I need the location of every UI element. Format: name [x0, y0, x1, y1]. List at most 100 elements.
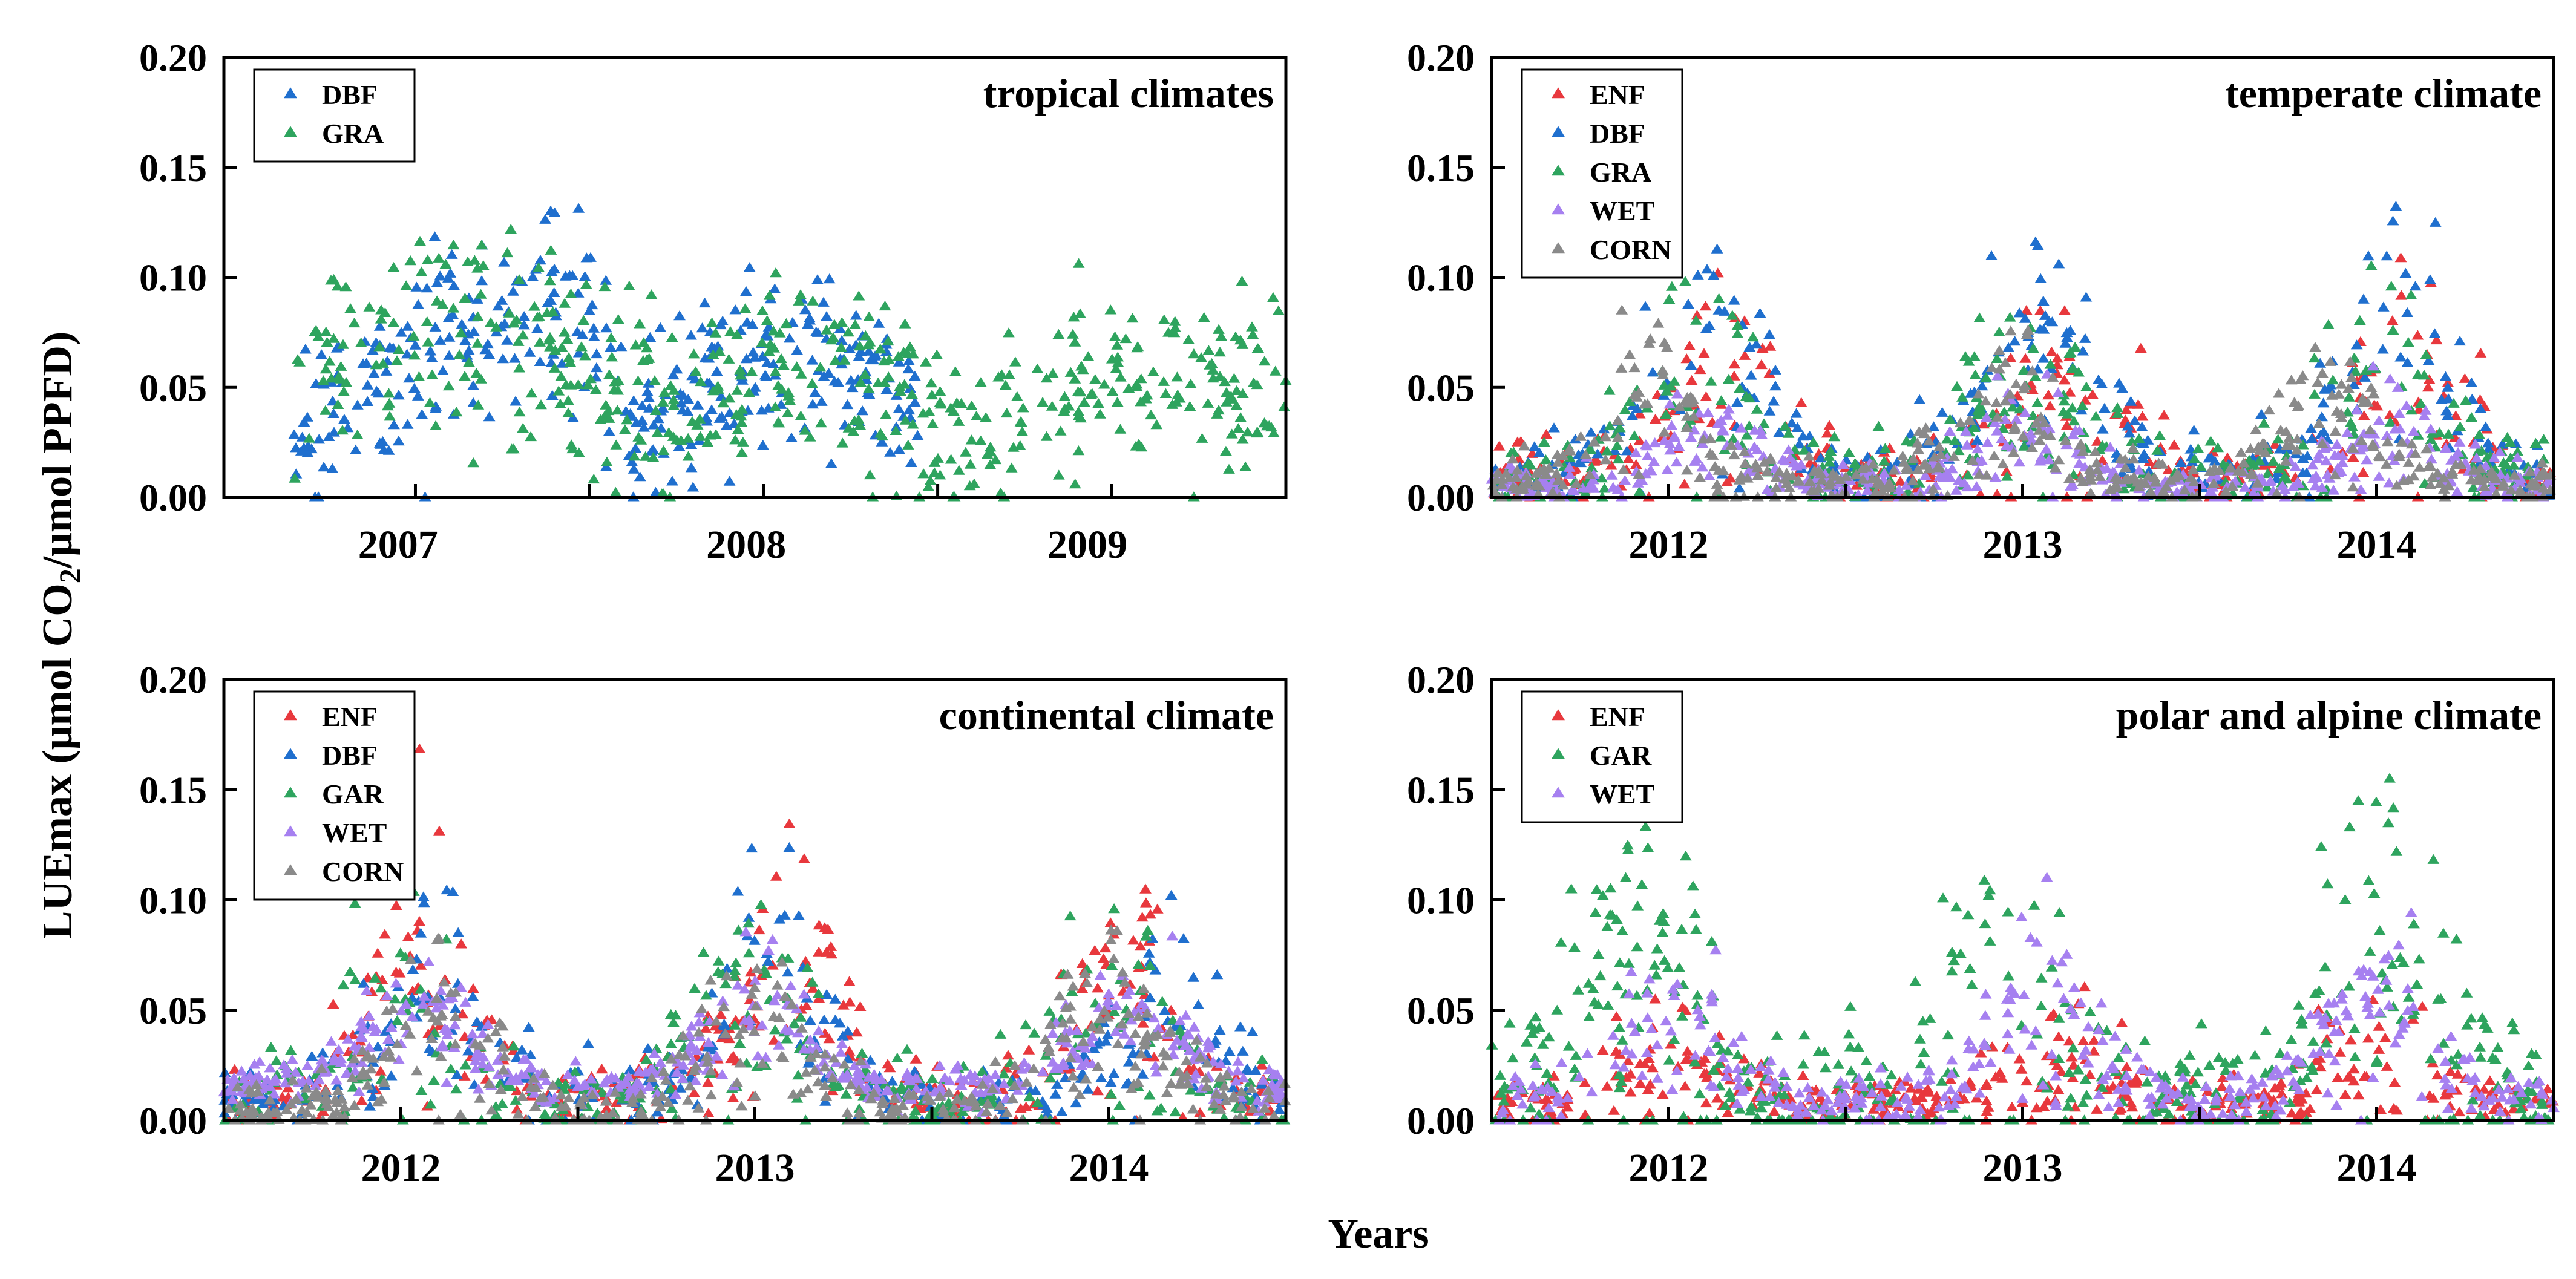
data-point [632, 431, 645, 442]
data-point [1078, 396, 1090, 407]
data-point [731, 329, 743, 339]
data-point [2329, 425, 2342, 436]
data-point [1213, 404, 1225, 415]
data-point [1972, 388, 1985, 399]
data-point [1190, 1035, 1203, 1045]
data-point [2459, 373, 2471, 383]
data-point [665, 1053, 678, 1064]
legend-marker [1552, 126, 1565, 137]
data-point [454, 1108, 467, 1119]
data-point [819, 1080, 831, 1090]
data-point [780, 318, 793, 329]
data-point [689, 983, 701, 993]
data-point [1072, 386, 1084, 396]
data-point [1150, 419, 1163, 430]
data-point [349, 974, 361, 984]
data-point [1872, 420, 1885, 431]
data-point [2327, 375, 2339, 385]
data-point [1790, 408, 1803, 418]
data-point [1103, 988, 1115, 998]
data-point [459, 996, 472, 1007]
data-point [387, 262, 400, 272]
data-point [819, 1096, 831, 1106]
data-point [924, 475, 937, 485]
data-point [388, 993, 401, 1004]
data-point [248, 1094, 260, 1104]
data-point [1786, 417, 1798, 428]
data-point [686, 1021, 698, 1031]
data-point [533, 262, 545, 272]
data-point [1111, 925, 1123, 935]
data-point [783, 842, 796, 852]
data-point [1110, 999, 1122, 1010]
data-point [1552, 475, 1564, 485]
data-point [1668, 431, 1680, 441]
data-point [415, 1085, 428, 1095]
data-point [917, 468, 930, 479]
data-point [823, 1033, 836, 1044]
data-point [1089, 374, 1101, 384]
data-point [1067, 1082, 1080, 1092]
data-point [943, 1075, 956, 1085]
data-point [1622, 1055, 1634, 1065]
data-point [1504, 459, 1516, 469]
data-point [1210, 1088, 1222, 1099]
data-point [2267, 456, 2279, 466]
data-point [1214, 371, 1226, 381]
data-point [378, 1077, 390, 1087]
data-point [793, 910, 805, 920]
data-point [769, 366, 782, 376]
data-point [884, 447, 896, 457]
data-point [1763, 405, 1776, 416]
data-point [2321, 469, 2334, 479]
data-point [497, 353, 509, 364]
data-point [682, 433, 695, 443]
data-point [1268, 1110, 1280, 1120]
data-point [585, 1073, 597, 1084]
data-point [664, 1084, 677, 1094]
data-point [356, 1057, 369, 1067]
data-point [837, 999, 850, 1010]
data-point [1001, 1107, 1013, 1117]
data-point [1968, 351, 1981, 361]
data-point [669, 1089, 682, 1099]
data-point [377, 358, 389, 368]
data-point [1511, 465, 1524, 475]
data-point [1086, 1021, 1099, 1032]
data-point [827, 332, 840, 342]
data-point [2080, 292, 2093, 302]
data-point [1230, 1076, 1242, 1086]
data-point [2025, 428, 2037, 438]
data-point [713, 346, 726, 356]
data-point [347, 1082, 359, 1092]
data-point [544, 275, 556, 286]
data-point [908, 370, 921, 381]
data-point [1685, 432, 1697, 442]
data-point [472, 1084, 485, 1094]
data-point [1692, 269, 1704, 280]
data-point [385, 1052, 397, 1062]
data-point [1988, 450, 2001, 460]
data-point [471, 263, 483, 273]
data-point [2030, 371, 2042, 381]
data-point [790, 361, 803, 371]
data-point [1840, 471, 1852, 481]
data-point [2113, 1105, 2125, 1115]
data-point [1888, 465, 1900, 475]
data-point [818, 1056, 830, 1067]
data-point [467, 991, 479, 1001]
data-point [1999, 396, 2011, 406]
data-point [360, 1069, 373, 1079]
data-point [328, 1052, 341, 1062]
data-point [452, 927, 465, 937]
data-point [2005, 325, 2017, 336]
data-point [874, 344, 887, 354]
legend-marker [284, 126, 297, 137]
data-point [534, 1092, 546, 1103]
data-point [666, 332, 678, 342]
data-point [1860, 462, 1872, 472]
data-point [761, 315, 773, 325]
data-point [1722, 410, 1734, 420]
data-point [1631, 477, 1644, 488]
data-point [1539, 454, 1552, 465]
